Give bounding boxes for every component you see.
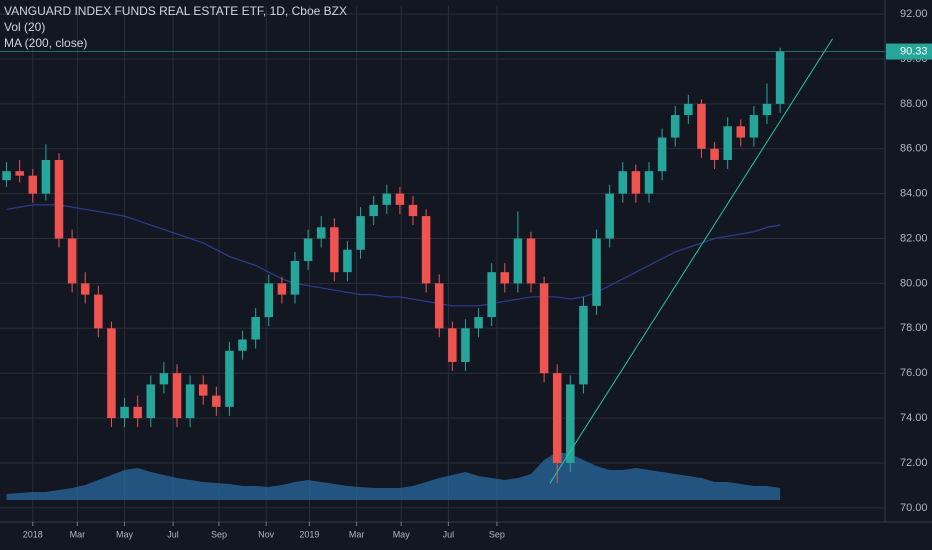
candle-body — [552, 373, 562, 463]
candle-body — [41, 159, 51, 194]
candle-body — [80, 283, 90, 295]
y-tick-label: 84.00 — [900, 188, 928, 200]
candle-body — [408, 204, 418, 217]
candle-body — [264, 283, 274, 318]
candle-body — [579, 305, 588, 385]
candle-body — [316, 227, 326, 239]
candle-body — [448, 328, 457, 362]
chart-title: VANGUARD INDEX FUNDS REAL ESTATE ETF, 1D… — [4, 4, 347, 18]
candle-body — [697, 103, 706, 149]
y-tick-label: 80.00 — [900, 277, 928, 289]
candle-body — [238, 339, 247, 351]
candle-body — [605, 193, 614, 239]
candle-body — [657, 137, 667, 172]
candle-body — [461, 328, 470, 362]
candle-body — [107, 328, 116, 419]
candles — [0, 38, 885, 484]
candle-body — [434, 283, 444, 329]
x-tick-label: 2019 — [299, 529, 319, 539]
y-tick-label: 72.00 — [900, 457, 928, 469]
candle-body — [474, 317, 483, 329]
ma-line — [6, 204, 781, 307]
x-tick-label: Mar — [70, 529, 86, 539]
candle-body — [539, 283, 549, 374]
candle-body — [120, 406, 129, 419]
candle-body — [382, 193, 392, 205]
candle-body — [225, 350, 234, 407]
y-tick-label: 92.00 — [900, 8, 928, 20]
x-tick-label: Nov — [258, 529, 275, 539]
candle-body — [670, 115, 680, 138]
candle-body — [343, 249, 352, 273]
candle-body — [684, 103, 693, 116]
x-tick-label: Sep — [211, 529, 227, 539]
volume-area — [6, 452, 781, 500]
candle-body — [303, 238, 313, 261]
candle-body — [631, 171, 641, 194]
candle-body — [487, 272, 496, 318]
candle-body — [710, 148, 719, 160]
candle-body — [15, 171, 24, 176]
candle-body — [159, 373, 169, 385]
candle-body — [212, 395, 221, 407]
candle-body — [277, 283, 287, 295]
candle-body — [749, 115, 759, 138]
x-tick-label: Sep — [489, 529, 505, 539]
candle-body — [185, 384, 195, 419]
candle-body — [198, 384, 208, 396]
y-tick-label: 74.00 — [900, 412, 928, 424]
candle-body — [566, 384, 575, 463]
x-tick-label: 2018 — [23, 529, 43, 539]
volume — [6, 452, 781, 500]
candle-body — [146, 384, 156, 419]
axes: 92.0090.0088.0086.0084.0082.0080.0078.00… — [23, 8, 932, 539]
candle-body — [618, 171, 628, 194]
candle-body — [172, 373, 182, 419]
last-price-label: 90.33 — [900, 45, 928, 57]
candle-body — [330, 227, 339, 273]
y-tick-label: 78.00 — [900, 322, 928, 334]
y-tick-label: 76.00 — [900, 367, 928, 379]
candle-body — [513, 238, 523, 284]
y-tick-label: 82.00 — [900, 232, 928, 244]
candle-body — [395, 193, 405, 205]
candle-body — [526, 238, 536, 284]
candle-body — [2, 171, 11, 181]
candle-body — [290, 260, 300, 295]
candle-body — [775, 51, 785, 104]
y-tick-label: 86.00 — [900, 143, 928, 155]
candle-body — [67, 238, 77, 284]
candle-body — [251, 317, 260, 340]
candle-body — [54, 159, 64, 239]
candle-body — [644, 171, 654, 194]
candle-body — [356, 216, 365, 250]
y-tick-label: 70.00 — [900, 502, 928, 514]
candle-body — [723, 126, 732, 160]
indicator-label: MA (200, close) — [4, 36, 87, 50]
candle-body — [500, 272, 510, 284]
candle-body — [133, 406, 142, 419]
trend-line — [549, 38, 833, 484]
x-tick-label: May — [393, 529, 411, 539]
candle-body — [736, 126, 746, 138]
y-tick-label: 88.00 — [900, 98, 928, 110]
x-tick-label: Jul — [443, 529, 455, 539]
x-tick-label: Jul — [167, 529, 179, 539]
candle-body — [592, 238, 601, 306]
candle-body — [369, 204, 378, 217]
indicator-label: Vol (20) — [4, 20, 45, 34]
x-tick-label: May — [116, 529, 134, 539]
candle-body — [94, 294, 103, 329]
candle-body — [421, 216, 431, 284]
candle-body — [762, 103, 772, 116]
x-tick-label: Mar — [349, 529, 365, 539]
grid — [0, 6, 885, 522]
last-price-tag — [886, 43, 932, 60]
candle-body — [28, 175, 38, 194]
